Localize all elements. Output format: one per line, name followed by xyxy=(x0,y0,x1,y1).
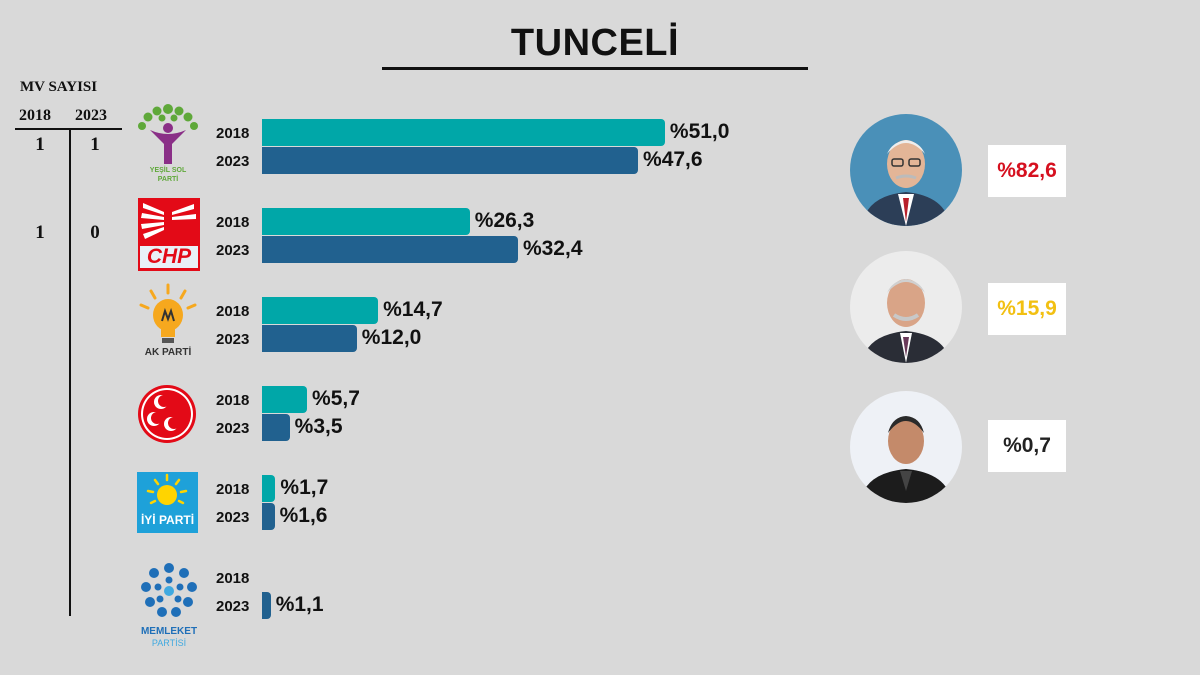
mv-year-2018-header: 2018 xyxy=(19,107,51,124)
year-label-mhp-2023: 2023 xyxy=(216,420,250,437)
candidate-3-percentage: %0,7 xyxy=(988,420,1066,472)
bar-i-yi-parti-2018 xyxy=(262,475,276,502)
bar-chp-2018 xyxy=(262,208,470,235)
memleket-logo-text-2: PARTİSİ xyxy=(151,638,187,648)
candidate-1-photo xyxy=(850,114,962,226)
candidate-3-photo xyxy=(850,391,962,503)
bar-ye-i-l-sol-parti-2018 xyxy=(262,119,665,146)
bar-mhp-2023 xyxy=(262,414,290,441)
mv-chp-2023: 0 xyxy=(90,222,100,243)
year-label-mhp-2018: 2018 xyxy=(216,392,250,409)
iyi-parti-logo: İYİ PARTİ xyxy=(137,472,198,533)
value-label-memleket-parti-si-2023: %1,1 xyxy=(275,593,324,616)
value-label-i-yi-parti-2023: %1,6 xyxy=(279,504,328,527)
year-label-chp-2018: 2018 xyxy=(216,214,250,231)
bar-i-yi-parti-2023 xyxy=(262,503,275,530)
year-label-ye-i-l-sol-parti-2023: 2023 xyxy=(216,153,250,170)
year-label-memleket-parti-si-2023: 2023 xyxy=(216,598,250,615)
year-label-memleket-parti-si-2018: 2018 xyxy=(216,570,250,587)
year-label-ak-parti-2018: 2018 xyxy=(216,303,250,320)
year-label-ye-i-l-sol-parti-2018: 2018 xyxy=(216,125,250,142)
mv-yesil-sol-2023: 1 xyxy=(90,134,100,155)
bar-ye-i-l-sol-parti-2023 xyxy=(262,147,639,174)
iyi-parti-logo-text: İYİ PARTİ xyxy=(140,513,195,527)
page-title: TUNCELİ xyxy=(510,22,680,64)
value-label-i-yi-parti-2018: %1,7 xyxy=(280,476,329,499)
mv-chp-2018: 1 xyxy=(35,222,45,243)
year-label-chp-2023: 2023 xyxy=(216,242,250,259)
mv-year-2023-header: 2023 xyxy=(75,107,107,124)
year-label-ak-parti-2023: 2023 xyxy=(216,331,250,348)
mv-header-rule xyxy=(15,128,122,130)
ak-parti-logo-text: AK PARTİ xyxy=(144,347,192,358)
title-underline xyxy=(382,67,808,70)
value-label-mhp-2018: %5,7 xyxy=(312,387,360,410)
year-label-i-yi-parti-2023: 2023 xyxy=(216,509,250,526)
yesil-sol-logo: YEŞİL SOL PARTİ xyxy=(136,102,200,188)
bar-chp-2023 xyxy=(262,236,518,263)
bar-ak-parti-2023 xyxy=(262,325,357,352)
chp-logo-text: CHP xyxy=(146,245,192,268)
ak-parti-logo: AK PARTİ xyxy=(135,283,201,363)
value-label-mhp-2023: %3,5 xyxy=(294,415,343,438)
value-label-ak-parti-2018: %14,7 xyxy=(383,298,443,321)
value-label-ye-i-l-sol-parti-2018: %51,0 xyxy=(669,120,730,143)
mv-column-divider xyxy=(69,128,71,616)
candidate-2-photo xyxy=(850,251,962,363)
mhp-logo xyxy=(137,384,197,444)
bar-memleket-parti-si-2023 xyxy=(262,592,271,619)
chp-logo: CHP xyxy=(138,198,200,271)
year-label-i-yi-parti-2018: 2018 xyxy=(216,481,250,498)
memleket-parti-logo: MEMLEKET PARTİSİ xyxy=(132,560,206,650)
value-label-ye-i-l-sol-parti-2023: %47,6 xyxy=(643,148,703,171)
mv-yesil-sol-2018: 1 xyxy=(35,134,45,155)
candidate-2-percentage: %15,9 xyxy=(988,283,1066,335)
value-label-chp-2018: %26,3 xyxy=(474,209,535,232)
candidate-1-percentage: %82,6 xyxy=(988,145,1066,197)
mv-count-title: MV SAYISI xyxy=(20,79,98,95)
bar-mhp-2018 xyxy=(262,386,308,413)
value-label-chp-2023: %32,4 xyxy=(522,237,583,260)
yesil-sol-logo-text: YEŞİL SOL PARTİ xyxy=(149,167,187,183)
memleket-logo-text-1: MEMLEKET xyxy=(140,626,198,637)
bar-ak-parti-2018 xyxy=(262,297,379,324)
value-label-ak-parti-2023: %12,0 xyxy=(361,326,422,349)
